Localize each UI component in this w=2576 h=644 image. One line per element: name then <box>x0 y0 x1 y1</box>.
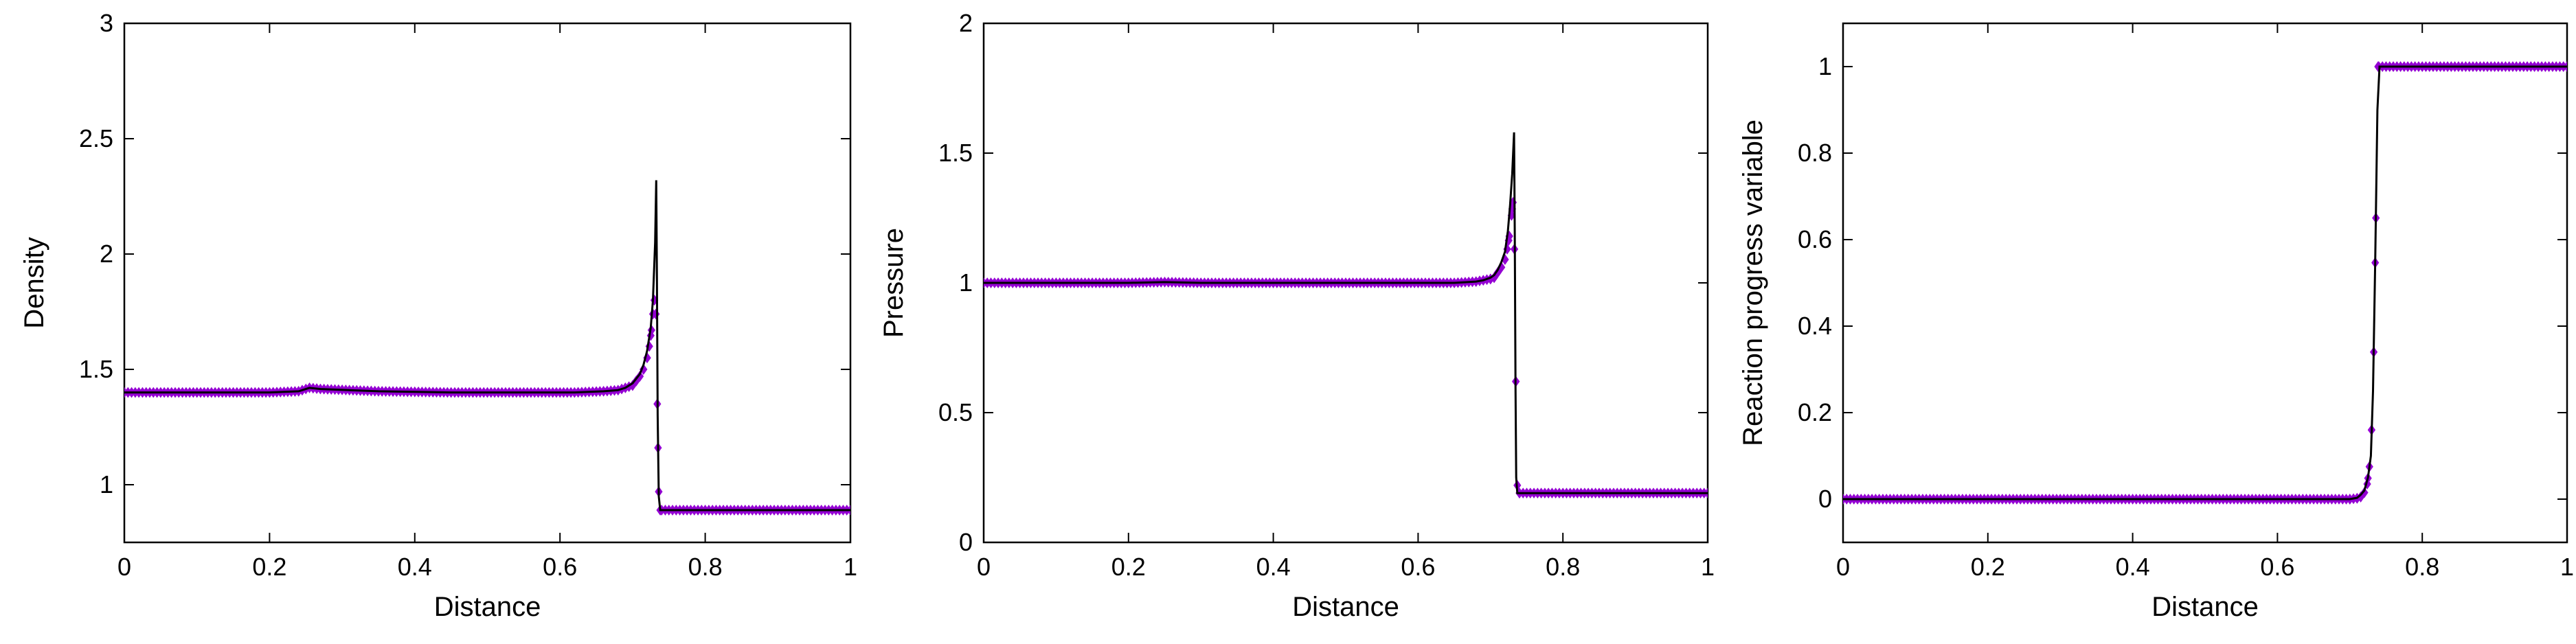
y-axis-label: Reaction progress variable <box>1738 119 1768 446</box>
reference-line <box>124 180 850 511</box>
y-axis-label: Pressure <box>879 228 909 338</box>
data-marker <box>1493 267 1502 278</box>
data-marker <box>2360 487 2369 498</box>
x-tick-label: 0.2 <box>1971 553 2005 581</box>
y-tick-label: 2 <box>100 240 113 268</box>
y-tick-label: 1.5 <box>938 139 973 167</box>
plot-area <box>1843 61 2567 505</box>
x-tick-label: 0 <box>117 553 131 581</box>
x-tick-label: 1 <box>844 553 857 581</box>
y-tick-label: 0.4 <box>1798 312 1832 340</box>
plot-area <box>984 132 1708 499</box>
x-tick-label: 0.4 <box>2116 553 2150 581</box>
x-axis-label: Distance <box>1292 592 1399 622</box>
y-tick-label: 1 <box>100 470 113 498</box>
marker-series <box>984 196 1708 499</box>
chart-density: 0 0.2 0.4 0.6 0.8 1 1 1.5 2 2.5 3 Distance Density <box>19 9 857 622</box>
y-tick-label: 3 <box>100 9 113 37</box>
plot-frame <box>1842 22 2568 544</box>
y-tick-label: 0.5 <box>938 398 973 426</box>
marker-series <box>1843 61 2567 505</box>
x-tick-label: 0.6 <box>1401 553 1435 581</box>
y-tick-label: 0.8 <box>1798 139 1832 167</box>
x-tick-label: 0.8 <box>1546 553 1580 581</box>
reference-line <box>1843 65 2567 501</box>
y-tick-label: 0 <box>959 528 973 556</box>
chart-pressure: 0 0.2 0.4 0.6 0.8 1 0 0.5 1 1.5 2 Distance Pressure <box>879 9 1715 622</box>
x-axis-label: Distance <box>434 592 541 622</box>
x-tick-label: 0.4 <box>398 553 432 581</box>
x-tick-label: 0.8 <box>2405 553 2439 581</box>
data-marker <box>635 371 644 382</box>
chart-reaction-progress: 0 0.2 0.4 0.6 0.8 1 0 0.2 0.4 0.6 0.8 1 Distance Reac… <box>1738 22 2574 622</box>
x-tick-label: 0.2 <box>252 553 286 581</box>
y-tick-label: 0.2 <box>1798 398 1832 426</box>
y-tick-label: 2.5 <box>79 124 113 152</box>
plot-area <box>124 180 850 516</box>
data-marker <box>2374 61 2382 72</box>
x-tick-label: 0 <box>1836 553 1850 581</box>
y-axis-label: Density <box>19 237 49 328</box>
marker-series <box>124 295 850 516</box>
y-tick-label: 0 <box>1818 485 1832 513</box>
x-tick-label: 1 <box>2560 553 2574 581</box>
x-axis-label: Distance <box>2151 592 2259 622</box>
plot-frame <box>123 22 852 544</box>
y-tick-label: 1 <box>1818 52 1832 80</box>
x-tick-label: 0.8 <box>688 553 723 581</box>
x-tick-label: 0.6 <box>543 553 577 581</box>
y-tick-label: 1 <box>959 268 973 297</box>
reference-line <box>984 132 1708 494</box>
x-tick-label: 1 <box>1701 553 1715 581</box>
x-tick-label: 0.6 <box>2260 553 2294 581</box>
x-tick-label: 0.2 <box>1111 553 1146 581</box>
y-tick-label: 1.5 <box>79 355 113 383</box>
x-tick-label: 0.4 <box>1256 553 1291 581</box>
y-tick-label: 2 <box>959 9 973 37</box>
y-tick-label: 0.6 <box>1798 225 1832 253</box>
x-tick-label: 0 <box>977 553 991 581</box>
